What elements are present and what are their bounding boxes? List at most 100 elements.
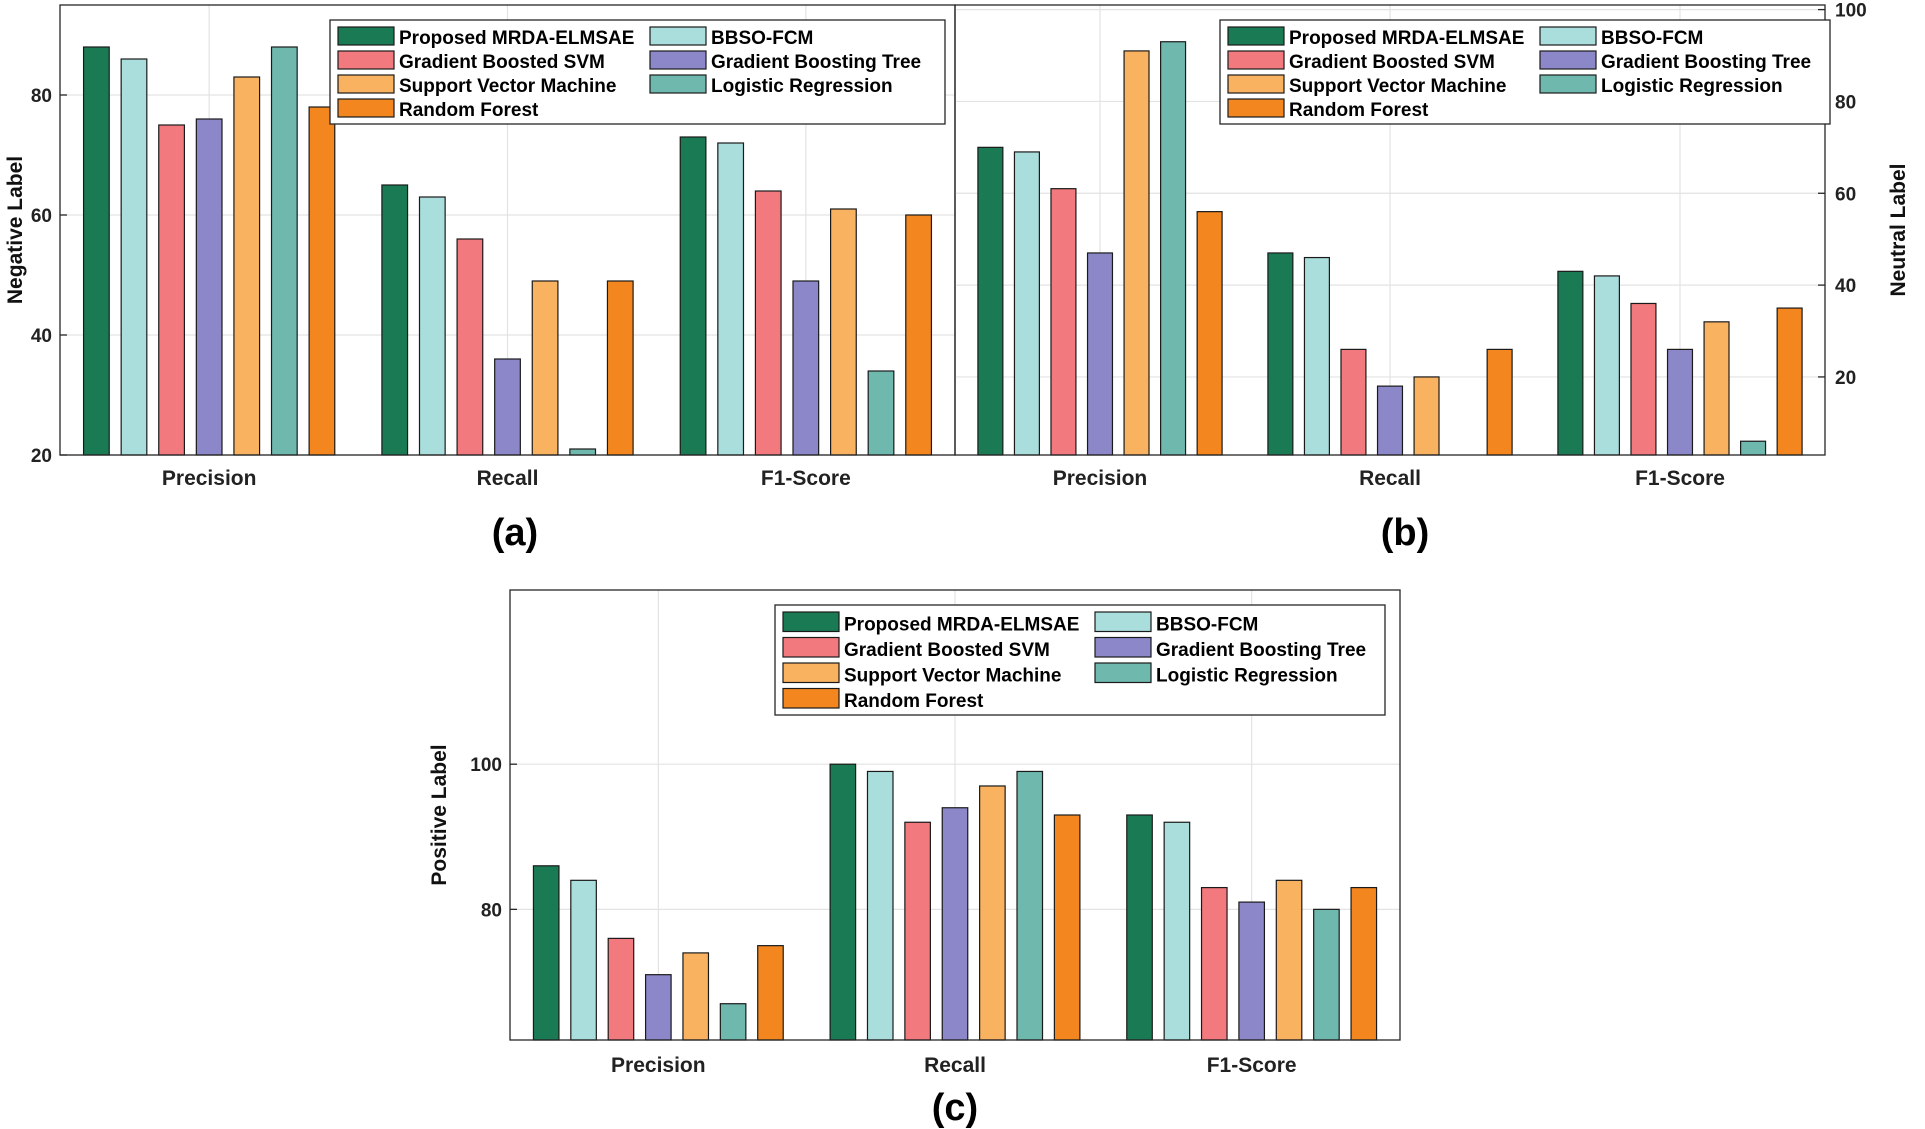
legend-swatch-random-forest xyxy=(337,98,395,118)
legend-label-gradient-boosting-tree: Gradient Boosting Tree xyxy=(1156,640,1366,661)
bar-support-vector-machine-recall xyxy=(979,785,1006,1041)
legend-label-random-forest: Random Forest xyxy=(1289,100,1429,121)
bar-proposed-mrda-elmsae-precision xyxy=(82,46,110,456)
bar-support-vector-machine-precision xyxy=(682,952,710,1041)
bar-gradient-boosted-svm-precision xyxy=(158,124,186,456)
legend-label-proposed-mrda-elmsae: Proposed MRDA-ELMSAE xyxy=(1289,28,1524,49)
plot-frame xyxy=(509,589,1401,1041)
panel-label: (a) xyxy=(492,512,538,554)
bar-random-forest-recall xyxy=(1486,348,1513,456)
bar-bbso-fcm-precision xyxy=(1013,151,1040,456)
legend-label-gradient-boosted-svm: Gradient Boosted SVM xyxy=(844,640,1050,661)
bar-logistic-regression-f1-score xyxy=(1740,440,1767,456)
bar-gradient-boosting-tree-precision xyxy=(195,118,223,456)
plot-frame xyxy=(954,4,1826,456)
x-tick-label-precision: Precision xyxy=(162,467,257,490)
bar-proposed-mrda-elmsae-recall xyxy=(381,184,409,456)
legend-label-random-forest: Random Forest xyxy=(399,100,539,121)
legend-label-bbso-fcm: BBSO-FCM xyxy=(1156,615,1258,636)
bar-proposed-mrda-elmsae-precision xyxy=(532,865,560,1041)
chart-positive-label: 80 100 Precision Recall F1-Score Positive Lab… xyxy=(428,589,1401,1129)
bar-bbso-fcm-recall xyxy=(1303,256,1330,456)
bar-proposed-mrda-elmsae-f1-score xyxy=(1557,270,1584,456)
legend-label-logistic-regression: Logistic Regression xyxy=(711,76,893,97)
bar-bbso-fcm-f1-score xyxy=(1593,275,1620,456)
bar-proposed-mrda-elmsae-f1-score xyxy=(679,136,707,456)
bar-logistic-regression-f1-score xyxy=(1313,908,1340,1041)
legend-label-gradient-boosted-svm: Gradient Boosted SVM xyxy=(399,52,605,73)
legend-label-gradient-boosting-tree: Gradient Boosting Tree xyxy=(711,52,921,73)
bar-proposed-mrda-elmsae-recall xyxy=(829,763,857,1041)
bar-support-vector-machine-recall xyxy=(1413,376,1440,456)
y-axis-label: Neutral Label xyxy=(1887,163,1910,296)
legend-swatch-bbso-fcm xyxy=(1539,26,1597,46)
panel-label: (b) xyxy=(1381,512,1430,554)
bar-logistic-regression-precision xyxy=(270,46,298,456)
bar-random-forest-f1-score xyxy=(1776,307,1803,456)
bar-gradient-boosted-svm-recall xyxy=(456,238,484,456)
legend-label-logistic-regression: Logistic Regression xyxy=(1156,666,1338,687)
chart-negative-label: 20 40 60 80 Precision Recall F1-Score Negative … xyxy=(4,4,956,554)
legend-label-support-vector-machine: Support Vector Machine xyxy=(1289,76,1506,97)
x-tick-label-f1-score: F1-Score xyxy=(1207,1054,1297,1077)
legend-swatch-proposed-mrda-elmsae xyxy=(337,26,395,46)
legend-swatch-random-forest xyxy=(1227,98,1285,118)
legend-swatch-support-vector-machine xyxy=(337,74,395,94)
y-tick-label: 20 xyxy=(31,446,52,467)
bar-gradient-boosted-svm-precision xyxy=(1050,188,1077,456)
y-tick-label: 80 xyxy=(1835,92,1856,113)
bar-gradient-boosting-tree-f1-score xyxy=(1238,901,1266,1041)
bar-support-vector-machine-f1-score xyxy=(1703,321,1730,456)
bar-random-forest-f1-score xyxy=(905,214,933,456)
x-tick-label-recall: Recall xyxy=(924,1054,986,1077)
bar-logistic-regression-precision xyxy=(1160,41,1187,456)
bar-gradient-boosted-svm-recall xyxy=(904,821,931,1041)
bar-bbso-fcm-f1-score xyxy=(717,142,745,456)
bar-support-vector-machine-f1-score xyxy=(829,208,857,456)
legend-swatch-bbso-fcm xyxy=(649,26,707,46)
legend-label-bbso-fcm: BBSO-FCM xyxy=(1601,28,1703,49)
bar-bbso-fcm-recall xyxy=(418,196,446,456)
bar-random-forest-precision xyxy=(757,945,784,1041)
legend-label-random-forest: Random Forest xyxy=(844,691,984,712)
legend-box xyxy=(774,604,1386,716)
bar-support-vector-machine-f1-score xyxy=(1275,879,1303,1041)
bar-random-forest-precision xyxy=(1196,211,1223,456)
y-axis-label: Negative Label xyxy=(4,156,27,304)
legend-swatch-gradient-boosted-svm xyxy=(782,636,840,658)
bar-gradient-boosting-tree-f1-score xyxy=(792,280,820,456)
chart-neutral-label: 20 40 60 80 100 Precision Recall F1-Score Neutra… xyxy=(954,1,1910,554)
legend-box xyxy=(1219,19,1831,125)
legend-swatch-support-vector-machine xyxy=(1227,74,1285,94)
bar-support-vector-machine-precision xyxy=(233,76,261,456)
legend-swatch-proposed-mrda-elmsae xyxy=(782,611,840,633)
bar-bbso-fcm-f1-score xyxy=(1163,821,1191,1041)
bar-gradient-boosted-svm-f1-score xyxy=(1630,302,1657,456)
x-tick-label-precision: Precision xyxy=(1053,467,1148,490)
legend-label-bbso-fcm: BBSO-FCM xyxy=(711,28,813,49)
bar-gradient-boosted-svm-f1-score xyxy=(754,190,782,456)
y-tick-label: 60 xyxy=(1835,184,1856,205)
bar-proposed-mrda-elmsae-recall xyxy=(1267,252,1294,456)
bar-proposed-mrda-elmsae-precision xyxy=(977,146,1004,456)
legend-label-gradient-boosting-tree: Gradient Boosting Tree xyxy=(1601,52,1811,73)
legend-swatch-proposed-mrda-elmsae xyxy=(1227,26,1285,46)
y-tick-label: 80 xyxy=(481,900,502,921)
legend-swatch-logistic-regression xyxy=(1094,662,1152,684)
legend-swatch-support-vector-machine xyxy=(782,662,840,684)
bar-logistic-regression-precision xyxy=(719,1003,747,1041)
legend-label-support-vector-machine: Support Vector Machine xyxy=(844,666,1061,687)
bar-gradient-boosted-svm-precision xyxy=(607,937,635,1041)
bar-logistic-regression-recall xyxy=(1016,770,1044,1041)
legend-swatch-logistic-regression xyxy=(649,74,707,94)
x-tick-label-f1-score: F1-Score xyxy=(761,467,851,490)
legend-label-proposed-mrda-elmsae: Proposed MRDA-ELMSAE xyxy=(399,28,634,49)
bar-gradient-boosting-tree-precision xyxy=(1086,252,1114,456)
bar-bbso-fcm-precision xyxy=(570,879,597,1041)
legend-label-gradient-boosted-svm: Gradient Boosted SVM xyxy=(1289,52,1495,73)
bar-gradient-boosting-tree-recall xyxy=(941,807,969,1041)
legend-label-proposed-mrda-elmsae: Proposed MRDA-ELMSAE xyxy=(844,615,1079,636)
bar-gradient-boosted-svm-f1-score xyxy=(1200,886,1228,1041)
bar-support-vector-machine-precision xyxy=(1123,50,1150,456)
